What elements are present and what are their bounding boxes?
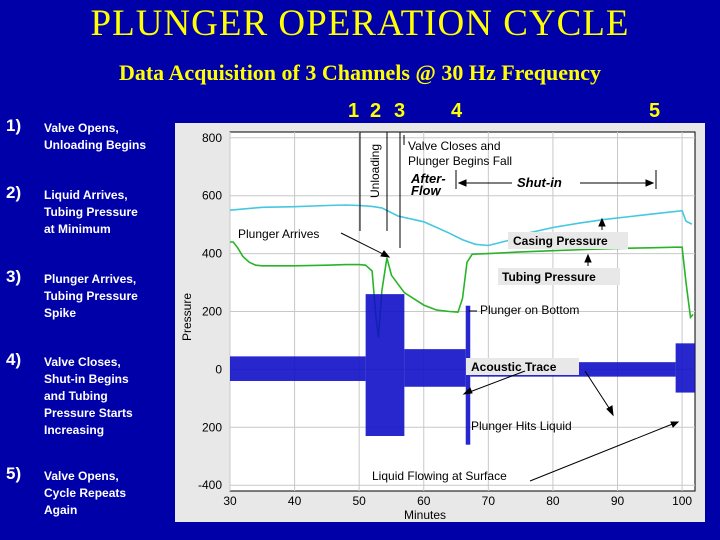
y-tick-label: 200 <box>202 420 222 434</box>
x-tick-label: 40 <box>288 494 302 508</box>
acoustic-band-segment <box>230 356 366 381</box>
step-line: Tubing Pressure <box>44 205 138 219</box>
slide-title: PLUNGER OPERATION CYCLE <box>90 3 630 44</box>
x-tick-label: 60 <box>417 494 431 508</box>
y-axis-label: Pressure <box>180 293 194 341</box>
step-line: Liquid Arrives, <box>44 188 128 202</box>
step-description: Plunger Arrives, Tubing Pressure Spike <box>44 271 174 322</box>
step-description: Valve Closes, Shut-in Begins and Tubing … <box>44 354 174 439</box>
pressure-chart: 30 40 50 60 70 80 90 100 800 600 400 200 0 200 -400 M… <box>180 131 696 522</box>
step-number: 3) <box>6 267 22 286</box>
annotation-plunger-hits: Plunger Hits Liquid <box>471 419 572 433</box>
x-tick-label: 70 <box>482 494 496 508</box>
cycle-markers: 1 2 3 4 5 <box>340 100 720 124</box>
annotation-plunger-arrives: Plunger Arrives <box>238 227 319 241</box>
annotation-tubing-pressure: Tubing Pressure <box>502 270 596 284</box>
annotation-plunger-bottom: Plunger on Bottom <box>480 303 579 317</box>
x-axis-label: Minutes <box>404 508 446 522</box>
step-number: 2) <box>6 183 22 202</box>
marker-3: 3 <box>394 100 406 122</box>
slide-subtitle: Data Acquisition of 3 Channels @ 30 Hz F… <box>118 60 602 85</box>
acoustic-band-segment <box>404 349 466 387</box>
annotation-after-flow-2: Flow <box>411 183 441 198</box>
step-line: Unloading Begins <box>44 138 146 152</box>
step-line: Valve Closes, <box>44 355 121 369</box>
step-description: Valve Opens, Cycle Repeats Again <box>44 468 174 519</box>
x-tick-label: 100 <box>672 494 692 508</box>
step-line: Valve Opens, <box>44 121 119 135</box>
x-tick-label: 30 <box>223 494 237 508</box>
y-tick-label: 800 <box>202 131 222 145</box>
y-tick-label: -400 <box>198 478 222 492</box>
chart-panel: 30 40 50 60 70 80 90 100 800 600 400 200 0 200 -400 M… <box>175 123 705 522</box>
y-tick-label: 400 <box>202 247 222 261</box>
y-tick-label: 200 <box>202 305 222 319</box>
marker-5: 5 <box>649 100 661 122</box>
annotation-arrows <box>340 179 680 482</box>
step-line: Increasing <box>44 423 105 437</box>
annotation-after-flow-1: After- <box>410 171 446 186</box>
step-line: Plunger Arrives, <box>44 272 137 286</box>
annotation-shut-in: Shut-in <box>517 175 562 190</box>
marker-1: 1 <box>348 100 360 122</box>
step-line: Again <box>44 503 78 517</box>
acoustic-band-segment <box>675 343 695 393</box>
x-tick-label: 50 <box>352 494 366 508</box>
annotation-casing-pressure: Casing Pressure <box>513 234 608 248</box>
step-line: Cycle Repeats <box>44 486 127 500</box>
step-description: Valve Opens, Unloading Begins <box>44 120 174 154</box>
step-description: Liquid Arrives, Tubing Pressure at Minim… <box>44 187 174 238</box>
annotation-plunger-fall: Plunger Begins Fall <box>408 154 512 168</box>
step-number: 4) <box>6 350 22 369</box>
step-line: Shut-in Begins <box>44 372 129 386</box>
step-line: and Tubing <box>44 389 108 403</box>
acoustic-band-segment <box>465 305 471 445</box>
step-number: 5) <box>6 464 22 483</box>
step-line: Pressure Starts <box>44 406 133 420</box>
casing-pressure-line <box>229 204 693 247</box>
step-line: at Minimum <box>44 222 111 236</box>
step-line: Valve Opens, <box>44 469 119 483</box>
step-line: Tubing Pressure <box>44 289 138 303</box>
y-tick-labels: 800 600 400 200 0 200 -400 <box>198 131 222 492</box>
x-tick-label: 80 <box>546 494 560 508</box>
y-tick-label: 0 <box>215 362 222 376</box>
x-tick-labels: 30 40 50 60 70 80 90 100 <box>223 494 692 508</box>
x-tick-label: 90 <box>611 494 625 508</box>
annotation-valve-closes: Valve Closes and <box>408 139 501 153</box>
tubing-label-box <box>498 268 620 285</box>
step-number: 1) <box>6 116 22 135</box>
step-line: Spike <box>44 306 77 320</box>
y-tick-label: 600 <box>202 189 222 203</box>
annotation-liquid-flowing: Liquid Flowing at Surface <box>372 469 507 483</box>
marker-2: 2 <box>370 100 382 122</box>
annotation-acoustic-trace: Acoustic Trace <box>471 360 557 374</box>
marker-4: 4 <box>451 100 463 122</box>
casing-label-box <box>508 232 628 249</box>
annotation-unloading: Unloading <box>368 144 382 198</box>
acoustic-label-box <box>466 358 579 375</box>
acoustic-band-segment <box>365 294 405 436</box>
